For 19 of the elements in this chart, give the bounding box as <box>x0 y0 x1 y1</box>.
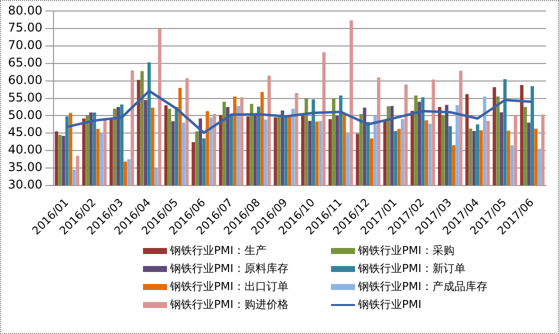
legend-label: 钢铁行业PMI：出口订单 <box>170 279 288 294</box>
y-tick-label: 80.00 <box>8 3 42 18</box>
legend-label: 钢铁行业PMI：原料库存 <box>170 261 288 276</box>
y-tick-label: 35.00 <box>8 160 42 174</box>
legend-label: 钢铁行业PMI：购进价格 <box>170 297 288 312</box>
y-tick-label: 40.00 <box>8 142 42 157</box>
y-tick-label: 30.00 <box>8 177 42 192</box>
y-tick-label: 75.00 <box>8 20 42 35</box>
y-tick-label: 50.00 <box>8 108 42 122</box>
y-tick-label: 70.00 <box>8 38 42 52</box>
y-tick-label: 60.00 <box>8 72 42 87</box>
y-tick-label: 55.00 <box>8 90 42 104</box>
legend-label: 钢铁行业PMI <box>358 297 422 312</box>
legend-label: 钢铁行业PMI：采购 <box>358 243 454 258</box>
legend-label: 钢铁行业PMI：生产 <box>170 243 266 258</box>
y-tick-label: 45.00 <box>8 125 42 140</box>
legend-label: 钢铁行业PMI：新订单 <box>358 261 466 276</box>
y-tick-label: 65.00 <box>8 56 42 70</box>
legend-label: 钢铁行业PMI：产成品库存 <box>358 279 488 294</box>
